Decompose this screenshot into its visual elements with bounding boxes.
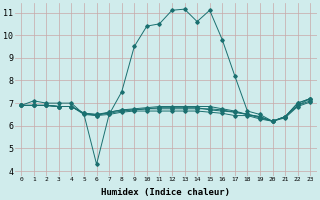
X-axis label: Humidex (Indice chaleur): Humidex (Indice chaleur)	[101, 188, 230, 197]
